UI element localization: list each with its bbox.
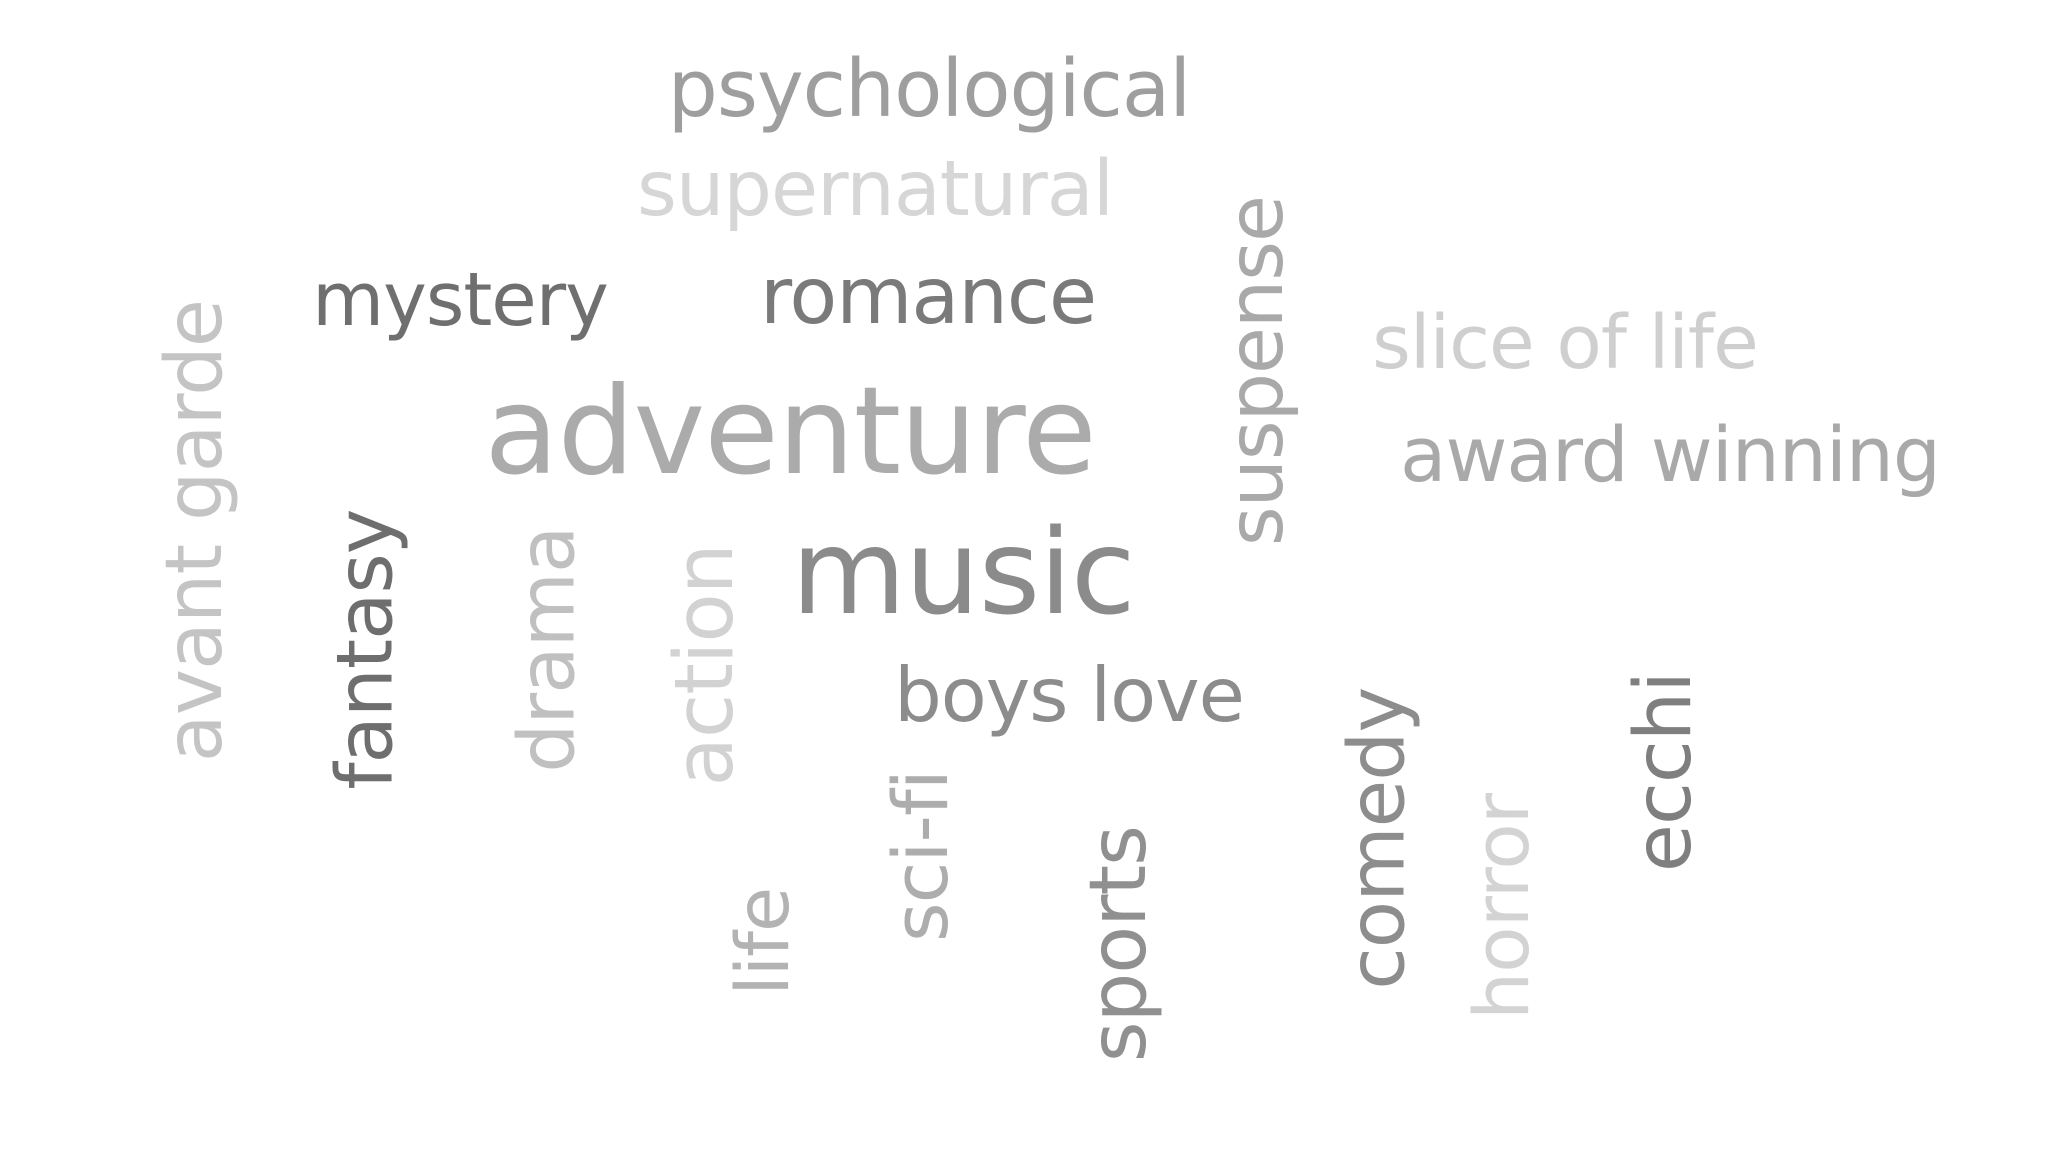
word-supernatural[interactable]: supernatural xyxy=(637,144,1114,234)
word-fantasy[interactable]: fantasy xyxy=(320,509,411,791)
word-suspense[interactable]: suspense xyxy=(1210,196,1300,546)
word-avant-garde[interactable]: avant garde xyxy=(148,299,240,763)
word-psychological[interactable]: psychological xyxy=(667,42,1191,135)
word-mystery[interactable]: mystery xyxy=(312,257,609,344)
word-comedy[interactable]: comedy xyxy=(1332,687,1423,991)
word-music[interactable]: music xyxy=(791,504,1136,642)
word-ecchi[interactable]: ecchi xyxy=(1618,671,1709,873)
word-slice-of-life[interactable]: slice of life xyxy=(1372,298,1759,386)
word-sci-fi[interactable]: sci-fi xyxy=(875,770,965,942)
word-romance[interactable]: romance xyxy=(759,250,1097,342)
word-boys-love[interactable]: boys love xyxy=(894,651,1245,740)
word-award-winning[interactable]: award winning xyxy=(1400,411,1941,500)
word-drama[interactable]: drama xyxy=(502,526,593,774)
word-adventure[interactable]: adventure xyxy=(484,361,1096,503)
word-action[interactable]: action xyxy=(657,543,752,787)
word-sports[interactable]: sports xyxy=(1072,825,1164,1063)
word-life[interactable]: life xyxy=(721,888,807,996)
word-horror[interactable]: horror xyxy=(1456,794,1546,1020)
